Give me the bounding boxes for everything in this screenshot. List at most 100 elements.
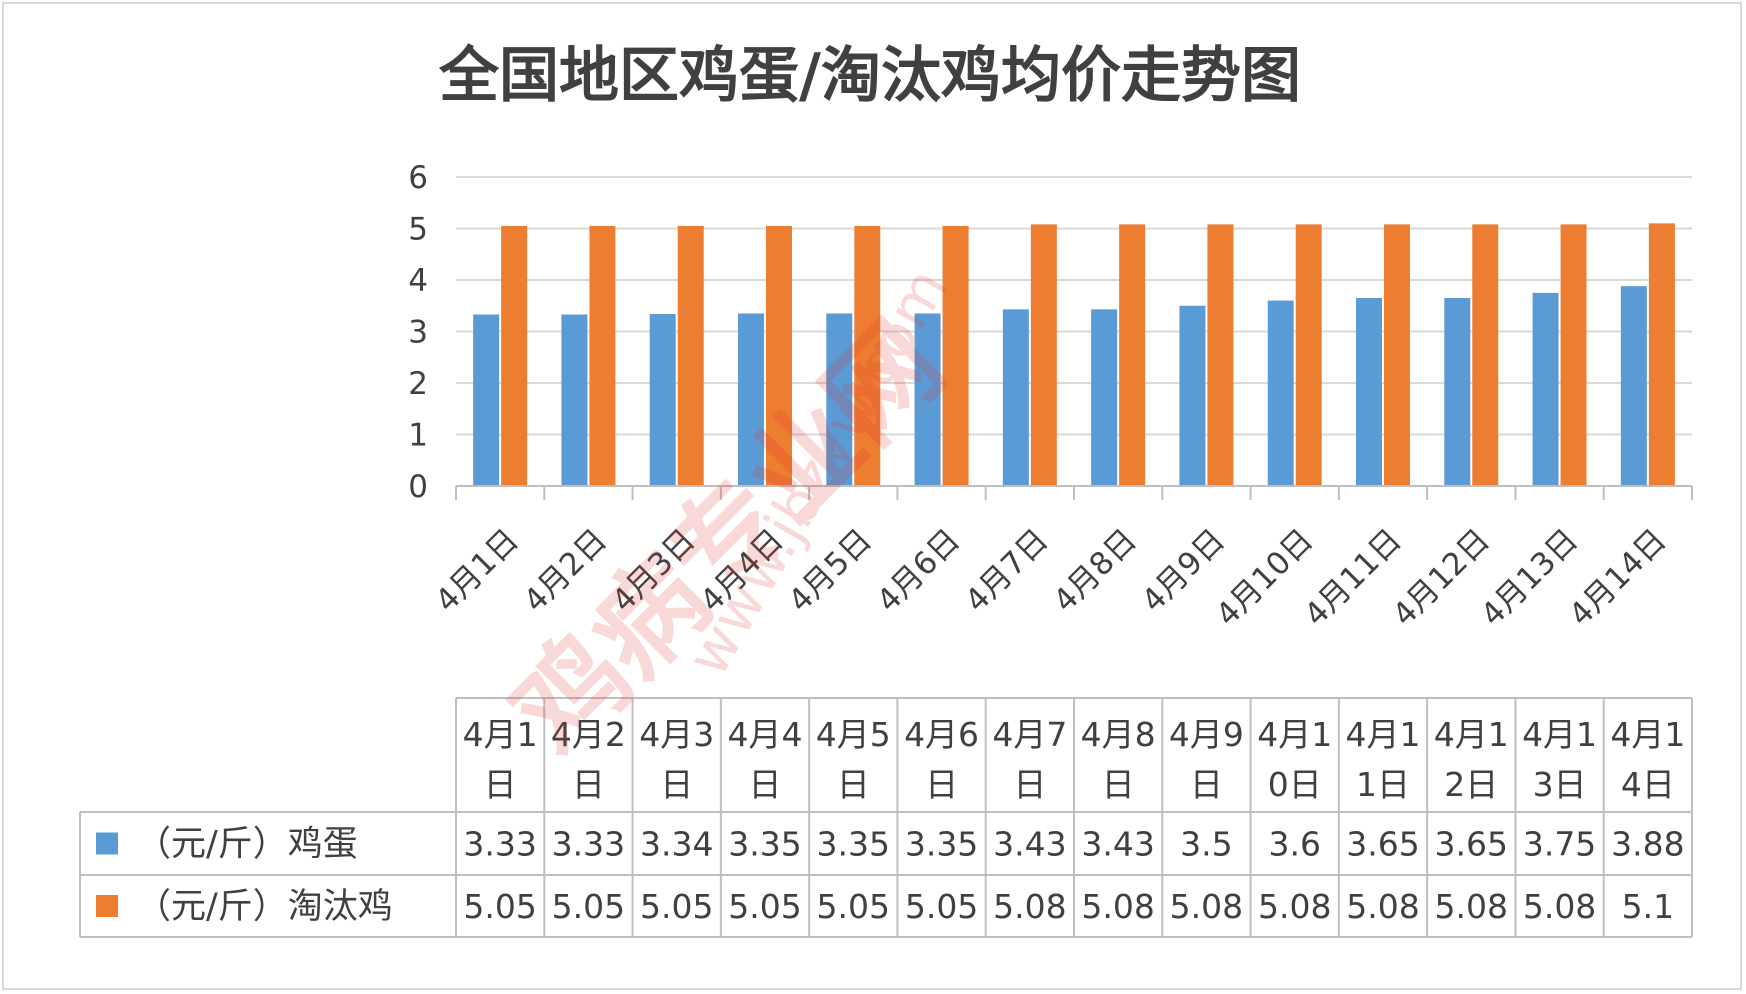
hen-bar-9: [1207, 224, 1234, 486]
table-header-line1: 4月1: [1434, 715, 1509, 754]
hen-value-cell: 5.08: [993, 887, 1066, 926]
hen-bar-8: [1119, 224, 1146, 486]
table-header-line2: 2日: [1444, 765, 1498, 804]
legend-swatch-egg: [96, 832, 118, 855]
y-tick-label: 2: [408, 366, 428, 402]
egg-value-cell: 3.35: [817, 825, 890, 864]
table-header-line2: 4日: [1621, 765, 1675, 804]
table-header-line1: 4月7: [992, 715, 1067, 754]
legend-label-hen: （元/斤）淘汰鸡: [136, 887, 393, 927]
egg-bar-12: [1444, 298, 1471, 486]
hen-bar-3: [677, 225, 704, 487]
table-header-line2: 日: [660, 765, 693, 804]
egg-value-cell: 3.34: [640, 825, 713, 864]
hen-bar-7: [1030, 224, 1057, 486]
egg-value-cell: 3.65: [1435, 825, 1508, 864]
hen-value-cell: 5.05: [817, 887, 890, 926]
table-header-line1: 4月1: [1522, 715, 1597, 754]
hen-bar-10: [1295, 224, 1322, 486]
hen-bar-2: [589, 225, 616, 487]
hen-value-cell: 5.08: [1523, 887, 1596, 926]
table-header-line1: 4月4: [728, 715, 803, 754]
x-category-label: 4月14日: [1562, 522, 1673, 633]
x-category-label: 4月1日: [429, 522, 526, 619]
table-header-line2: 3日: [1533, 765, 1587, 804]
hen-bar-11: [1384, 224, 1410, 486]
egg-bar-11: [1356, 298, 1382, 486]
egg-bar-4: [738, 313, 764, 486]
watermark: 鸡病专业网 www.jbzyw.com: [488, 257, 967, 779]
y-tick-label: 1: [408, 418, 428, 454]
hen-value-cell: 5.08: [1081, 887, 1154, 926]
x-category-label: 4月10日: [1209, 522, 1320, 633]
hen-bar-4: [766, 225, 792, 487]
hen-bar-6: [942, 225, 969, 487]
x-category-label: 4月8日: [1047, 522, 1144, 619]
egg-bar-10: [1267, 300, 1294, 486]
table-header-line1: 4月1: [1257, 715, 1332, 754]
table-header-line1: 4月8: [1081, 715, 1156, 754]
legend-swatch-hen: [96, 895, 118, 917]
egg-bar-2: [561, 314, 588, 486]
egg-value-cell: 3.5: [1180, 825, 1232, 864]
egg-value-cell: 3.43: [1081, 825, 1154, 864]
hen-value-cell: 5.05: [640, 887, 713, 926]
egg-bar-7: [1002, 309, 1029, 486]
hen-value-cell: 5.1: [1622, 887, 1674, 926]
table-header-line1: 4月2: [551, 715, 626, 754]
chart-title: 全国地区鸡蛋/淘汰鸡均价走势图: [438, 41, 1301, 111]
egg-value-cell: 3.6: [1268, 825, 1320, 864]
egg-bar-3: [649, 313, 676, 486]
table-header-line2: 日: [925, 765, 958, 804]
gridlines: [456, 176, 1692, 487]
table-header-line1: 4月9: [1169, 715, 1244, 754]
egg-bar-9: [1179, 305, 1206, 486]
x-category-label: 4月12日: [1386, 522, 1497, 633]
table-header-line1: 4月1: [463, 715, 538, 754]
hen-bar-12: [1472, 224, 1499, 486]
table-header-line1: 4月1: [1346, 715, 1421, 754]
egg-value-cell: 3.75: [1523, 825, 1596, 864]
y-tick-label: 0: [408, 469, 428, 505]
table-header-line2: 日: [1102, 765, 1135, 804]
x-category-label: 4月11日: [1298, 522, 1409, 633]
table-header-line2: 日: [1013, 765, 1046, 804]
egg-bar-13: [1532, 292, 1559, 486]
y-axis: 0 1 2 3 4 5 6: [408, 160, 428, 505]
data-table: 4月1 日 4月2 日 4月3 日 4月4 日 4月5 日 4月6 日 4月7 日 4月8 日 4月9 日 4月1 0…: [79, 697, 1693, 938]
bars: [473, 223, 1675, 487]
table-header-line2: 日: [749, 765, 782, 804]
egg-bar-6: [914, 313, 941, 486]
y-tick-label: 3: [408, 315, 428, 351]
egg-value-cell: 3.88: [1611, 825, 1684, 864]
hen-value-cell: 5.08: [1435, 887, 1508, 926]
table-header-line1: 4月1: [1610, 715, 1685, 754]
hen-bar-13: [1560, 224, 1587, 486]
hen-bar-5: [854, 225, 881, 487]
hen-value-cell: 5.05: [552, 887, 625, 926]
egg-bar-5: [826, 313, 853, 486]
hen-bar-14: [1648, 223, 1675, 486]
table-header-line2: 0日: [1268, 765, 1322, 804]
egg-value-cell: 3.65: [1346, 825, 1419, 864]
egg-bar-8: [1091, 309, 1118, 486]
hen-bar-1: [501, 225, 528, 487]
egg-bar-14: [1620, 286, 1647, 486]
egg-bar-1: [473, 314, 500, 486]
table-header-line2: 日: [484, 765, 517, 804]
hen-value-cell: 5.08: [1170, 887, 1243, 926]
x-category-label: 4月13日: [1474, 522, 1585, 633]
hen-value-cell: 5.05: [463, 887, 536, 926]
egg-value-cell: 3.33: [463, 825, 536, 864]
y-tick-label: 5: [408, 212, 428, 248]
egg-value-cell: 3.33: [552, 825, 625, 864]
egg-value-cell: 3.35: [905, 825, 978, 864]
y-tick-label: 6: [408, 160, 428, 196]
egg-value-cell: 3.43: [993, 825, 1066, 864]
hen-value-cell: 5.08: [1346, 887, 1419, 926]
x-category-label: 4月7日: [958, 522, 1055, 619]
table-header-line2: 日: [1190, 765, 1223, 804]
hen-value-cell: 5.05: [905, 887, 978, 926]
